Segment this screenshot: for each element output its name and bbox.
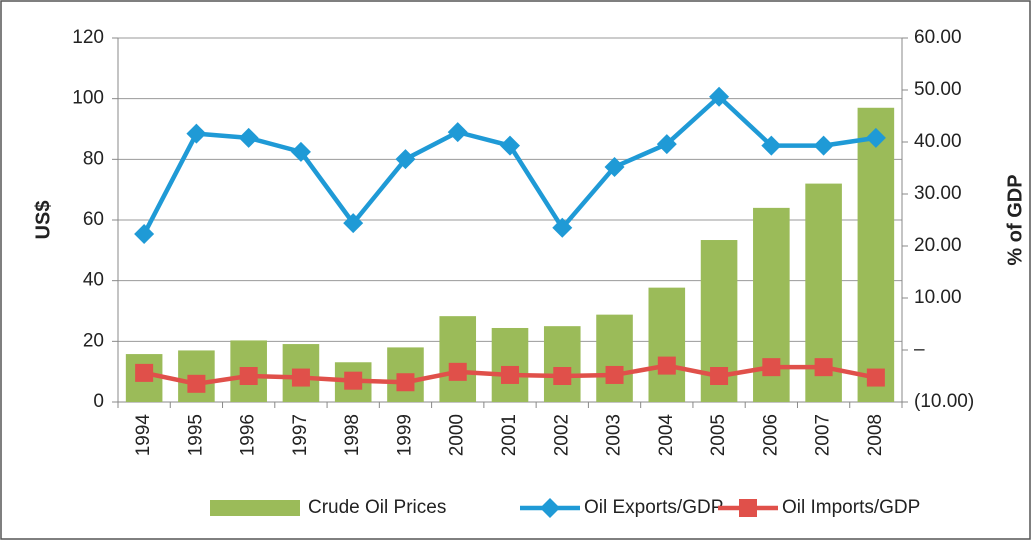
legend-marker: [540, 498, 560, 518]
x-tick-label: 1994: [133, 414, 154, 457]
marker: [865, 127, 886, 148]
marker: [186, 123, 207, 144]
marker: [709, 86, 730, 107]
marker: [657, 356, 676, 375]
marker: [761, 135, 782, 156]
x-tick-label: 2006: [760, 414, 781, 456]
x-tick-label: 2002: [551, 414, 572, 456]
marker: [604, 156, 625, 177]
y-tick-label: 120: [72, 27, 104, 48]
y-tick-label: 60: [83, 209, 104, 230]
marker: [343, 213, 364, 234]
y2-axis-label: % of GDP: [1004, 174, 1026, 265]
y2-tick-label: 20.00: [914, 235, 962, 256]
marker: [447, 122, 468, 143]
y-tick-label: 20: [83, 330, 104, 351]
y-tick-label: 100: [72, 88, 104, 109]
y-tick-label: 80: [83, 148, 104, 169]
y2-tick-label: 60.00: [914, 27, 962, 48]
marker: [605, 365, 624, 384]
x-tick-label: 2005: [708, 414, 729, 456]
marker: [710, 367, 729, 385]
bar: [543, 326, 581, 402]
legend-label: Oil Imports/GDP: [782, 497, 920, 518]
x-tick-label: 2004: [656, 414, 677, 457]
y2-tick-label: 30.00: [914, 183, 962, 204]
legend-label: Crude Oil Prices: [308, 497, 446, 518]
marker: [553, 367, 572, 385]
x-tick-label: 2007: [813, 414, 834, 456]
marker: [291, 368, 310, 387]
marker: [448, 362, 467, 381]
bar: [857, 107, 895, 403]
x-tick-label: 2001: [499, 414, 520, 456]
y2-tick-label: 40.00: [914, 131, 962, 152]
marker: [762, 358, 781, 377]
marker: [552, 217, 573, 238]
y-tick-label: 40: [83, 270, 104, 291]
marker: [134, 224, 155, 245]
y2-tick-label: 10.00: [914, 287, 962, 308]
x-tick-label: 1998: [342, 414, 363, 456]
marker: [814, 358, 833, 377]
x-tick-label: 2008: [865, 414, 886, 456]
marker: [500, 135, 520, 156]
x-tick-label: 1996: [238, 414, 259, 456]
bar: [439, 316, 477, 402]
marker: [135, 363, 154, 382]
marker: [239, 367, 258, 385]
y-axis-label: US$: [32, 201, 54, 240]
marker: [501, 365, 519, 384]
legend-marker: [739, 499, 757, 517]
marker: [395, 149, 416, 170]
x-tick-label: 1997: [290, 414, 311, 456]
x-tick-label: 1995: [185, 414, 206, 456]
marker: [238, 127, 259, 148]
bar: [491, 327, 529, 402]
legend-swatch: [210, 500, 300, 516]
bar: [648, 287, 686, 402]
marker: [656, 134, 677, 155]
marker: [290, 141, 311, 162]
y-tick-label: 0: [93, 391, 104, 412]
y2-tick-label: 50.00: [914, 79, 962, 100]
marker: [813, 135, 834, 156]
marker: [866, 368, 885, 387]
x-tick-label: 2003: [604, 414, 625, 456]
y2-tick-label: (10.00): [914, 391, 974, 412]
legend-label: Oil Exports/GDP: [584, 497, 723, 518]
bar: [596, 314, 633, 402]
x-tick-label: 2000: [447, 414, 468, 456]
marker: [187, 374, 206, 393]
y2-tick-label: –: [914, 339, 925, 360]
marker: [396, 373, 415, 392]
marker: [344, 371, 363, 390]
x-tick-label: 1999: [394, 414, 415, 456]
